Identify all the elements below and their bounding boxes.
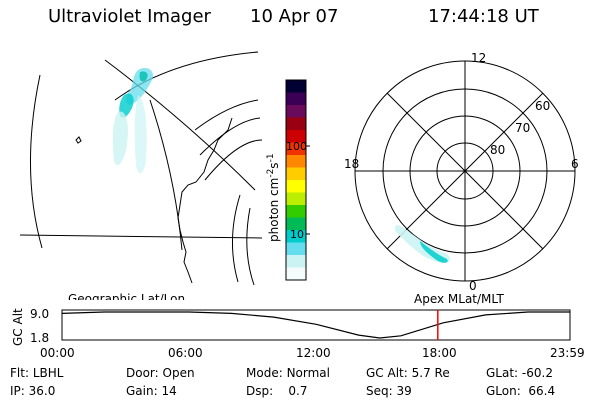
dsp-value: 0.7	[288, 384, 308, 398]
xtick-2359: 23:59	[550, 346, 585, 360]
aurora-emission-polar	[394, 225, 450, 263]
colorbar-cell	[286, 130, 306, 143]
date-label: 10 Apr 07	[250, 6, 339, 27]
mode-field: Mode: Normal	[246, 366, 330, 380]
seq-field: Seq: 39	[366, 384, 412, 398]
colorbar-cell	[286, 205, 306, 218]
colorbar-cell	[286, 105, 306, 118]
lat-label-70: 70	[515, 121, 530, 135]
altitude-ytick-1-8: 1.8	[30, 331, 49, 345]
door-value: Open	[162, 366, 195, 380]
lat-label-80: 80	[490, 143, 505, 157]
instrument-title: Ultraviolet Imager	[48, 6, 211, 27]
colorbar-cell	[286, 80, 306, 93]
colorbar-cell	[286, 167, 306, 181]
colorbar-cell	[286, 180, 306, 193]
colorbar-cell	[286, 242, 306, 256]
filter-value: LBHL	[32, 366, 64, 380]
filter-field: Flt: LBHL	[10, 366, 64, 380]
xtick-0000: 00:00	[40, 346, 75, 360]
colorbar-cells	[286, 80, 306, 281]
colorbar-cell	[286, 192, 306, 206]
colorbar-cell	[286, 255, 306, 268]
mlt-label-6: 6	[571, 157, 579, 171]
geo-panel-label: Geographic Lat/Lon	[68, 292, 185, 300]
gcalt-field: GC Alt: 5.7 Re	[366, 366, 450, 380]
colorbar-cell	[286, 267, 306, 281]
mlt-label-18: 18	[344, 157, 359, 171]
time-label: 17:44:18 UT	[428, 6, 539, 27]
mlt-label-12: 12	[471, 51, 486, 65]
colorbar-tick-100: 100	[286, 140, 307, 153]
lat-label-60: 60	[535, 99, 550, 113]
door-field: Door: Open	[126, 366, 195, 380]
mode-value: Normal	[286, 366, 330, 380]
colorbar-cell	[286, 117, 306, 131]
altitude-ytick-9: 9.0	[30, 307, 49, 321]
gain-value: 14	[161, 384, 177, 398]
xtick-1200: 12:00	[296, 346, 331, 360]
seq-value: 39	[396, 384, 412, 398]
altitude-plot-frame	[61, 309, 571, 341]
mlt-label-0: 0	[469, 279, 477, 293]
polar-panel-label: Apex MLat/MLT	[414, 292, 504, 306]
dsp-field: Dsp: 0.7	[246, 384, 308, 398]
glat-value: -60.2	[521, 366, 553, 380]
xtick-0600: 06:00	[168, 346, 203, 360]
aurora-emission-left	[112, 67, 154, 174]
glon-value: 66.4	[528, 384, 556, 398]
geographic-map: Geographic Lat/Lon	[19, 51, 263, 300]
glon-field: GLon: 66.4	[486, 384, 556, 398]
colorbar-cell	[286, 230, 306, 243]
ip-value: 36.0	[28, 384, 56, 398]
altitude-ylabel: GC Alt	[11, 308, 25, 346]
colorbar-cell	[286, 155, 306, 168]
ip-field: IP: 36.0	[10, 384, 56, 398]
colorbar-cell	[286, 92, 306, 106]
altitude-plot: GC Alt 9.0 1.8	[11, 307, 571, 346]
colorbar-cell	[286, 142, 306, 156]
xtick-1800: 18:00	[422, 346, 457, 360]
gcalt-value: 5.7 Re	[411, 366, 450, 380]
colorbar-tick-10: 10	[290, 228, 304, 241]
colorbar-cell	[286, 217, 306, 231]
gain-field: Gain: 14	[126, 384, 177, 398]
polar-plot: 12 6 0 18 60 70 80	[344, 51, 579, 293]
glat-field: GLat: -60.2	[486, 366, 553, 380]
altitude-series-line	[61, 311, 570, 339]
colorbar-unit: photon cm-2s-1	[266, 153, 281, 242]
colorbar: photon cm-2s-1	[266, 79, 310, 281]
